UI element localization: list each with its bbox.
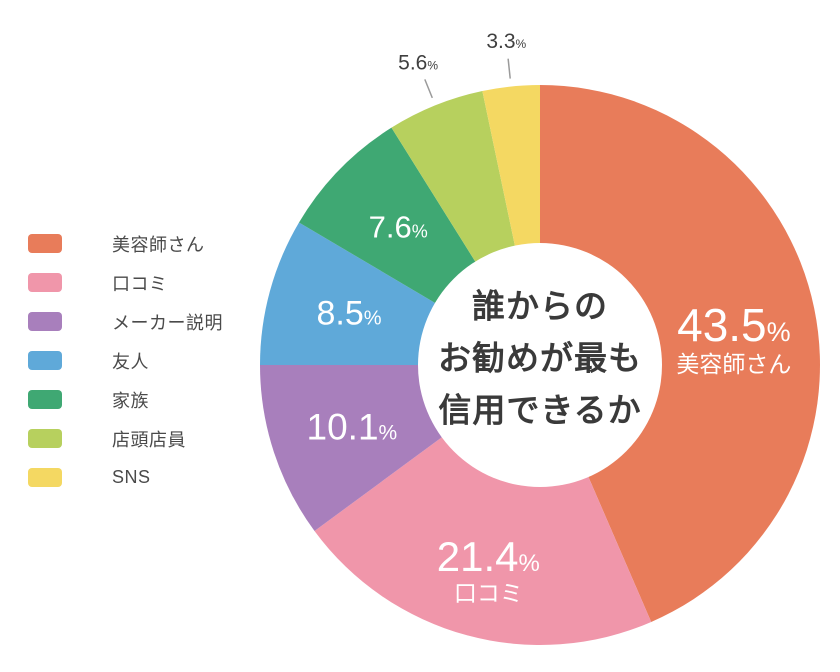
legend-swatch: [28, 234, 62, 253]
chart-center-title-line: お勧めが最も: [438, 340, 642, 377]
legend-label: 家族: [112, 390, 149, 411]
pie-slice: [540, 85, 820, 622]
legend-item: 友人: [28, 351, 223, 372]
legend-swatch: [28, 312, 62, 331]
legend-swatch: [28, 273, 62, 292]
legend-label: 店頭店員: [112, 429, 186, 450]
slice-percent-label: 10.1%: [307, 407, 398, 448]
slice-percent-label: 21.4%: [437, 533, 540, 580]
slice-percent-label: 3.3%: [486, 30, 526, 53]
legend-item: 家族: [28, 390, 223, 411]
legend-item: メーカー説明: [28, 312, 223, 333]
slice-name-label: 口コミ: [454, 580, 523, 606]
legend-item: SNS: [28, 467, 223, 487]
slice-percent-label: 43.5%: [677, 299, 791, 351]
legend-label: メーカー説明: [112, 312, 223, 333]
legend-label: 友人: [112, 351, 149, 372]
legend-swatch: [28, 429, 62, 448]
legend-swatch: [28, 468, 62, 487]
legend-item: 店頭店員: [28, 429, 223, 450]
legend-label: 美容師さん: [112, 234, 205, 255]
legend-label: 口コミ: [112, 273, 168, 294]
slice-percent-label: 5.6%: [398, 52, 438, 75]
legend-swatch: [28, 351, 62, 370]
legend-label: SNS: [112, 467, 151, 487]
legend-swatch: [28, 390, 62, 409]
slice-percent-label: 8.5%: [316, 295, 381, 333]
leader-line: [424, 79, 433, 99]
chart-center-title-line: 誰からの: [472, 288, 608, 325]
slice-name-label: 美容師さん: [676, 351, 791, 377]
legend-item: 美容師さん: [28, 234, 223, 255]
donut-hole: [418, 243, 662, 487]
chart-center-title-line: 信用できるか: [438, 392, 641, 429]
leader-line: [507, 58, 511, 79]
legend-item: 口コミ: [28, 273, 223, 294]
slice-percent-label: 7.6%: [369, 210, 428, 245]
legend: 美容師さん口コミメーカー説明 友人家族店頭店員 SNS: [28, 234, 223, 487]
